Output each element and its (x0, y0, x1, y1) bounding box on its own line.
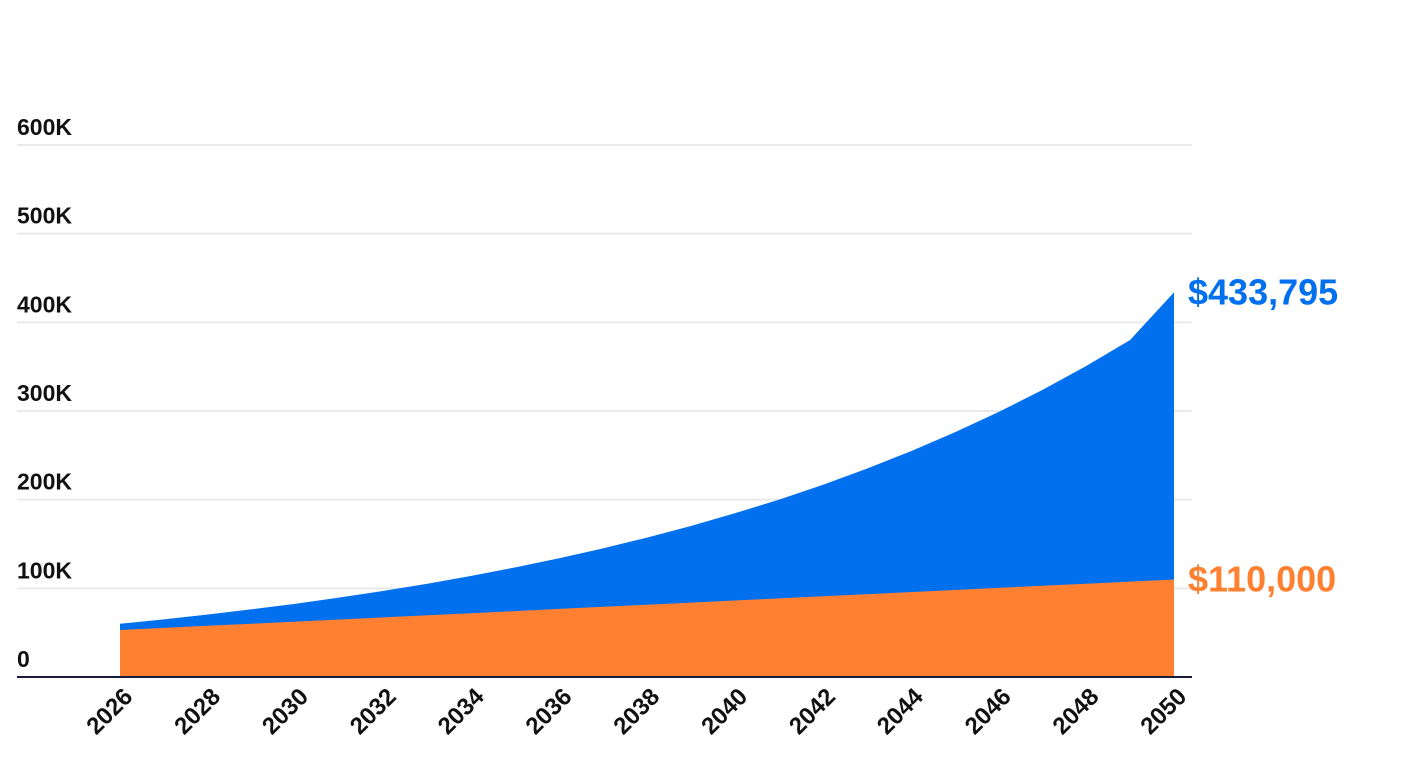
x-tick-label: 2046 (960, 683, 1017, 740)
y-tick-label: 100K (17, 557, 72, 583)
x-tick-label: 2032 (345, 683, 402, 740)
end-value-label-1: $110,000 (1188, 558, 1336, 599)
series-area-1 (120, 579, 1174, 677)
y-tick-label: 400K (17, 291, 72, 317)
x-tick-label: 2028 (169, 683, 226, 740)
y-axis-ticks: 0 100K 200K 300K 400K 500K 600K (17, 114, 72, 672)
x-tick-label: 2038 (608, 683, 665, 740)
x-tick-label: 2050 (1135, 683, 1192, 740)
y-tick-label: 600K (17, 114, 72, 140)
y-tick-label: 500K (17, 203, 72, 229)
end-value-label-0: $433,795 (1188, 271, 1338, 312)
x-tick-label: 2026 (81, 683, 138, 740)
x-tick-label: 2040 (696, 683, 753, 740)
y-tick-label: 200K (17, 469, 72, 495)
end-labels: $433,795 $110,000 (1188, 271, 1338, 599)
series-area-0 (120, 292, 1174, 677)
y-tick-label: 0 (17, 646, 30, 672)
x-tick-label: 2036 (521, 683, 578, 740)
x-axis-ticks: 2026 2028 2030 2032 2034 2036 2038 2040 2042 2044… (81, 683, 1192, 740)
x-tick-label: 2044 (872, 683, 929, 740)
series-areas (120, 292, 1174, 677)
x-tick-label: 2042 (784, 683, 841, 740)
x-tick-label: 2030 (257, 683, 314, 740)
x-tick-label: 2048 (1048, 683, 1105, 740)
x-tick-label: 2034 (433, 683, 490, 740)
y-tick-label: 300K (17, 380, 72, 406)
